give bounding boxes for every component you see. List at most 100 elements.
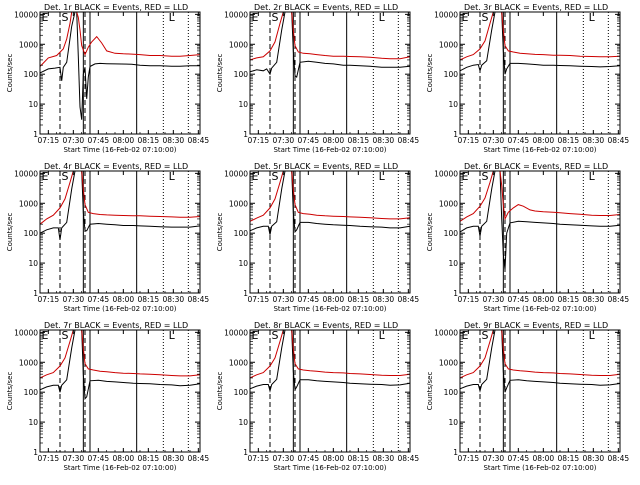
x-tick-label: 07:45 [298, 454, 320, 463]
y-tick-label: 1000 [229, 199, 248, 208]
series-group [250, 12, 410, 79]
y-tick-label: 1 [33, 448, 38, 457]
x-tick-label: 08:15 [348, 295, 370, 304]
x-tick-label: 07:15 [458, 136, 480, 145]
y-axis-label: Counts/sec [216, 54, 224, 93]
x-tick-label: 07:45 [88, 136, 110, 145]
y-tick-label: 10 [28, 418, 38, 427]
y-tick-label: 1000 [229, 40, 248, 49]
x-tick-label: 08:00 [323, 295, 345, 304]
x-tick-label: 07:30 [273, 295, 295, 304]
series-group [250, 171, 410, 235]
x-tick-label: 08:30 [583, 136, 605, 145]
x-tick-label: 08:45 [188, 454, 210, 463]
y-tick-label: 1000 [19, 40, 38, 49]
x-tick-label: 07:15 [248, 295, 270, 304]
x-tick-label: 08:45 [188, 136, 210, 145]
x-tick-label: 08:45 [608, 136, 630, 145]
x-tick-label: 07:30 [63, 454, 85, 463]
y-tick-label: 10 [238, 259, 248, 268]
x-tick-label: 08:00 [533, 136, 555, 145]
y-tick-label: 1000 [19, 358, 38, 367]
y-tick-label: 1 [243, 130, 248, 139]
x-tick-label: 08:15 [138, 454, 160, 463]
y-tick-label: 1 [243, 289, 248, 298]
chart-title: Det. 2r BLACK = Events, RED = LLD [254, 3, 398, 12]
x-tick-label: 08:30 [373, 454, 395, 463]
y-tick-label: 1 [243, 448, 248, 457]
x-tick-label: 08:00 [323, 136, 345, 145]
event-marker-label: S [272, 170, 279, 183]
x-tick-label: 07:45 [88, 295, 110, 304]
event-marker-label: L [589, 329, 596, 342]
chart-title: Det. 1r BLACK = Events, RED = LLD [44, 3, 188, 12]
event-marker-label: E [252, 11, 259, 24]
x-tick-label: 07:45 [508, 295, 530, 304]
x-tick-label: 08:15 [138, 136, 160, 145]
x-tick-label: 07:45 [298, 136, 320, 145]
chart-panel: Det. 6r BLACK = Events, RED = LLD Counts/… [426, 162, 629, 313]
x-tick-label: 08:45 [398, 136, 420, 145]
y-tick-label: 1 [453, 130, 458, 139]
plot-frame [459, 329, 621, 453]
event-marker-label: S [482, 170, 489, 183]
y-axis-label: Counts/sec [426, 372, 434, 411]
x-axis-label: Start Time (16-Feb-02 07:10:00) [483, 305, 596, 313]
plot-frame [459, 11, 621, 135]
event-marker-label: E [42, 329, 49, 342]
chart-title: Det. 9r BLACK = Events, RED = LLD [464, 321, 608, 330]
x-axis-label: Start Time (16-Feb-02 07:10:00) [63, 305, 176, 313]
series-group [40, 12, 200, 120]
x-tick-label: 08:45 [608, 295, 630, 304]
event-marker-label: E [252, 170, 259, 183]
x-tick-label: 08:30 [163, 454, 185, 463]
x-tick-label: 07:15 [38, 295, 60, 304]
plot-frame [39, 170, 201, 294]
x-tick-label: 08:30 [583, 295, 605, 304]
x-tick-label: 08:45 [608, 454, 630, 463]
lld-series-line [460, 330, 620, 379]
y-tick-label: 10000 [14, 328, 38, 337]
lld-series-line [460, 12, 620, 61]
reference-lines [59, 330, 189, 452]
y-tick-label: 10000 [224, 10, 248, 19]
x-tick-label: 07:15 [248, 454, 270, 463]
y-tick-label: 10 [28, 259, 38, 268]
x-axis-label: Start Time (16-Feb-02 07:10:00) [483, 146, 596, 154]
series-group [40, 171, 200, 240]
plot-frame [39, 11, 201, 135]
chart-panel: Det. 5r BLACK = Events, RED = LLD Counts/… [216, 162, 419, 313]
y-tick-label: 100 [444, 229, 459, 238]
reference-lines [269, 171, 399, 293]
events-series-line [40, 330, 200, 401]
event-marker-label: L [589, 11, 596, 24]
y-tick-label: 100 [234, 388, 249, 397]
y-tick-label: 1 [33, 130, 38, 139]
x-tick-label: 08:45 [398, 454, 420, 463]
chart-panel: Det. 2r BLACK = Events, RED = LLD Counts/… [216, 3, 419, 154]
x-tick-label: 07:45 [298, 295, 320, 304]
y-tick-label: 100 [444, 70, 459, 79]
chart-panel: Det. 3r BLACK = Events, RED = LLD Counts/… [426, 3, 629, 154]
reference-lines [479, 12, 609, 134]
plot-frame [249, 170, 411, 294]
chart-panel: Det. 8r BLACK = Events, RED = LLD Counts/… [216, 321, 419, 472]
y-tick-label: 10000 [434, 10, 458, 19]
x-tick-label: 07:30 [63, 136, 85, 145]
event-marker-label: L [589, 170, 596, 183]
y-tick-label: 100 [24, 70, 39, 79]
x-tick-label: 08:15 [138, 295, 160, 304]
events-series-line [250, 330, 410, 393]
y-axis-label: Counts/sec [426, 54, 434, 93]
x-tick-label: 07:45 [508, 454, 530, 463]
events-series-line [250, 171, 410, 235]
chart-title: Det. 7r BLACK = Events, RED = LLD [44, 321, 188, 330]
event-marker-label: S [62, 11, 69, 24]
event-marker-label: L [379, 329, 386, 342]
event-marker-label: L [169, 329, 176, 342]
y-axis-label: Counts/sec [6, 54, 14, 93]
series-group [250, 330, 410, 393]
y-axis-label: Counts/sec [216, 372, 224, 411]
x-axis-label: Start Time (16-Feb-02 07:10:00) [63, 464, 176, 472]
x-tick-label: 08:00 [533, 454, 555, 463]
